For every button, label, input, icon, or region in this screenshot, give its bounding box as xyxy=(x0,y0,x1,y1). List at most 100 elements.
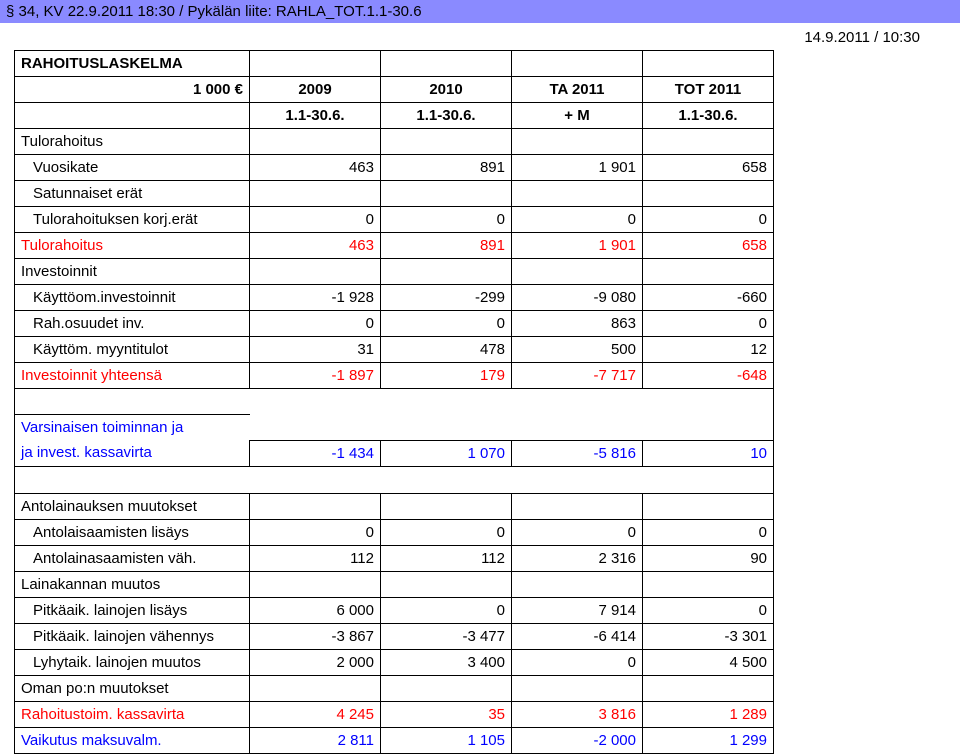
kassavirta-value: 1 070 xyxy=(381,440,512,466)
row-value: 891 xyxy=(381,233,512,259)
row-label: Tulorahoitus xyxy=(15,129,250,155)
kassavirta-value: -1 434 xyxy=(250,440,381,466)
row-label: Oman po:n muutokset xyxy=(15,675,250,701)
row-value: 500 xyxy=(512,337,643,363)
row-value: 463 xyxy=(250,155,381,181)
row-value: 1 289 xyxy=(643,701,774,727)
table-title: RAHOITUSLASKELMA xyxy=(15,51,250,77)
row-label: Pitkäaik. lainojen vähennys xyxy=(15,623,250,649)
row-value: 112 xyxy=(381,545,512,571)
row-value: 0 xyxy=(381,207,512,233)
row-value: 0 xyxy=(381,519,512,545)
row-value xyxy=(643,181,774,207)
row-label: Investoinnit xyxy=(15,259,250,285)
row-label: Tulorahoitus xyxy=(15,233,250,259)
row-value: 112 xyxy=(250,545,381,571)
row-value xyxy=(643,259,774,285)
kassavirta-value: -5 816 xyxy=(512,440,643,466)
row-value: 2 316 xyxy=(512,545,643,571)
row-value xyxy=(250,181,381,207)
row-value xyxy=(512,571,643,597)
row-value xyxy=(250,129,381,155)
row-value xyxy=(250,259,381,285)
page-header: § 34, KV 22.9.2011 18:30 / Pykälän liite… xyxy=(0,0,960,23)
row-value xyxy=(250,493,381,519)
row-label: Rah.osuudet inv. xyxy=(15,311,250,337)
row-value: 1 105 xyxy=(381,727,512,753)
row-value xyxy=(381,181,512,207)
row-value: 1 901 xyxy=(512,233,643,259)
row-value xyxy=(381,571,512,597)
row-value: 90 xyxy=(643,545,774,571)
row-value xyxy=(512,259,643,285)
row-value: 0 xyxy=(250,519,381,545)
row-label: Käyttöm. myyntitulot xyxy=(15,337,250,363)
row-value: 863 xyxy=(512,311,643,337)
row-value: -2 000 xyxy=(512,727,643,753)
row-label: Investoinnit yhteensä xyxy=(15,363,250,389)
row-label: Antolainasaamisten väh. xyxy=(15,545,250,571)
col-header: TA 2011 xyxy=(512,77,643,103)
row-value: 0 xyxy=(250,311,381,337)
row-value xyxy=(512,675,643,701)
row-value: 4 500 xyxy=(643,649,774,675)
row-value: -660 xyxy=(643,285,774,311)
row-value: 658 xyxy=(643,233,774,259)
row-value: -9 080 xyxy=(512,285,643,311)
row-value: 0 xyxy=(643,519,774,545)
row-value: 35 xyxy=(381,701,512,727)
row-label: Antolaisaamisten lisäys xyxy=(15,519,250,545)
row-value: 31 xyxy=(250,337,381,363)
row-value: 2 811 xyxy=(250,727,381,753)
row-label: Vaikutus maksuvalm. xyxy=(15,727,250,753)
row-value: 658 xyxy=(643,155,774,181)
row-label: Tulorahoituksen korj.erät xyxy=(15,207,250,233)
row-value: 0 xyxy=(250,207,381,233)
row-value: 179 xyxy=(381,363,512,389)
spacer-row xyxy=(15,466,774,493)
row-label: Antolainauksen muutokset xyxy=(15,493,250,519)
row-value xyxy=(381,259,512,285)
kassavirta-label1: Varsinaisen toiminnan ja xyxy=(15,415,250,441)
row-value xyxy=(250,571,381,597)
row-label: Vuosikate xyxy=(15,155,250,181)
row-value: 0 xyxy=(512,519,643,545)
row-value xyxy=(643,493,774,519)
col-header: 2009 xyxy=(250,77,381,103)
row-value: 6 000 xyxy=(250,597,381,623)
row-value: -3 867 xyxy=(250,623,381,649)
row-value: -648 xyxy=(643,363,774,389)
row-value xyxy=(250,675,381,701)
row-label: Pitkäaik. lainojen lisäys xyxy=(15,597,250,623)
col-header: 2010 xyxy=(381,77,512,103)
col-subheader: 1.1-30.6. xyxy=(643,103,774,129)
row-value: -299 xyxy=(381,285,512,311)
row-value: 3 816 xyxy=(512,701,643,727)
row-value: 0 xyxy=(512,649,643,675)
row-value xyxy=(643,129,774,155)
row-value xyxy=(512,493,643,519)
row-value xyxy=(512,181,643,207)
row-value: 12 xyxy=(643,337,774,363)
col-subheader: 1.1-30.6. xyxy=(381,103,512,129)
col-subheader: + M xyxy=(512,103,643,129)
row-value: 463 xyxy=(250,233,381,259)
col-subheader: 1.1-30.6. xyxy=(250,103,381,129)
row-value: 1 299 xyxy=(643,727,774,753)
row-label: Satunnaiset erät xyxy=(15,181,250,207)
col-header-unit: 1 000 € xyxy=(15,77,250,103)
row-label: Rahoitustoim. kassavirta xyxy=(15,701,250,727)
row-value: 0 xyxy=(381,311,512,337)
row-value: -3 477 xyxy=(381,623,512,649)
row-value: 3 400 xyxy=(381,649,512,675)
finance-table: RAHOITUSLASKELMA1 000 €20092010TA 2011TO… xyxy=(14,50,774,754)
row-value: 0 xyxy=(643,207,774,233)
row-value: 478 xyxy=(381,337,512,363)
row-value: 1 901 xyxy=(512,155,643,181)
row-value: 891 xyxy=(381,155,512,181)
row-value: -1 897 xyxy=(250,363,381,389)
timestamp: 14.9.2011 / 10:30 xyxy=(0,23,960,50)
row-value: 0 xyxy=(381,597,512,623)
row-value: 0 xyxy=(643,311,774,337)
row-value xyxy=(381,493,512,519)
